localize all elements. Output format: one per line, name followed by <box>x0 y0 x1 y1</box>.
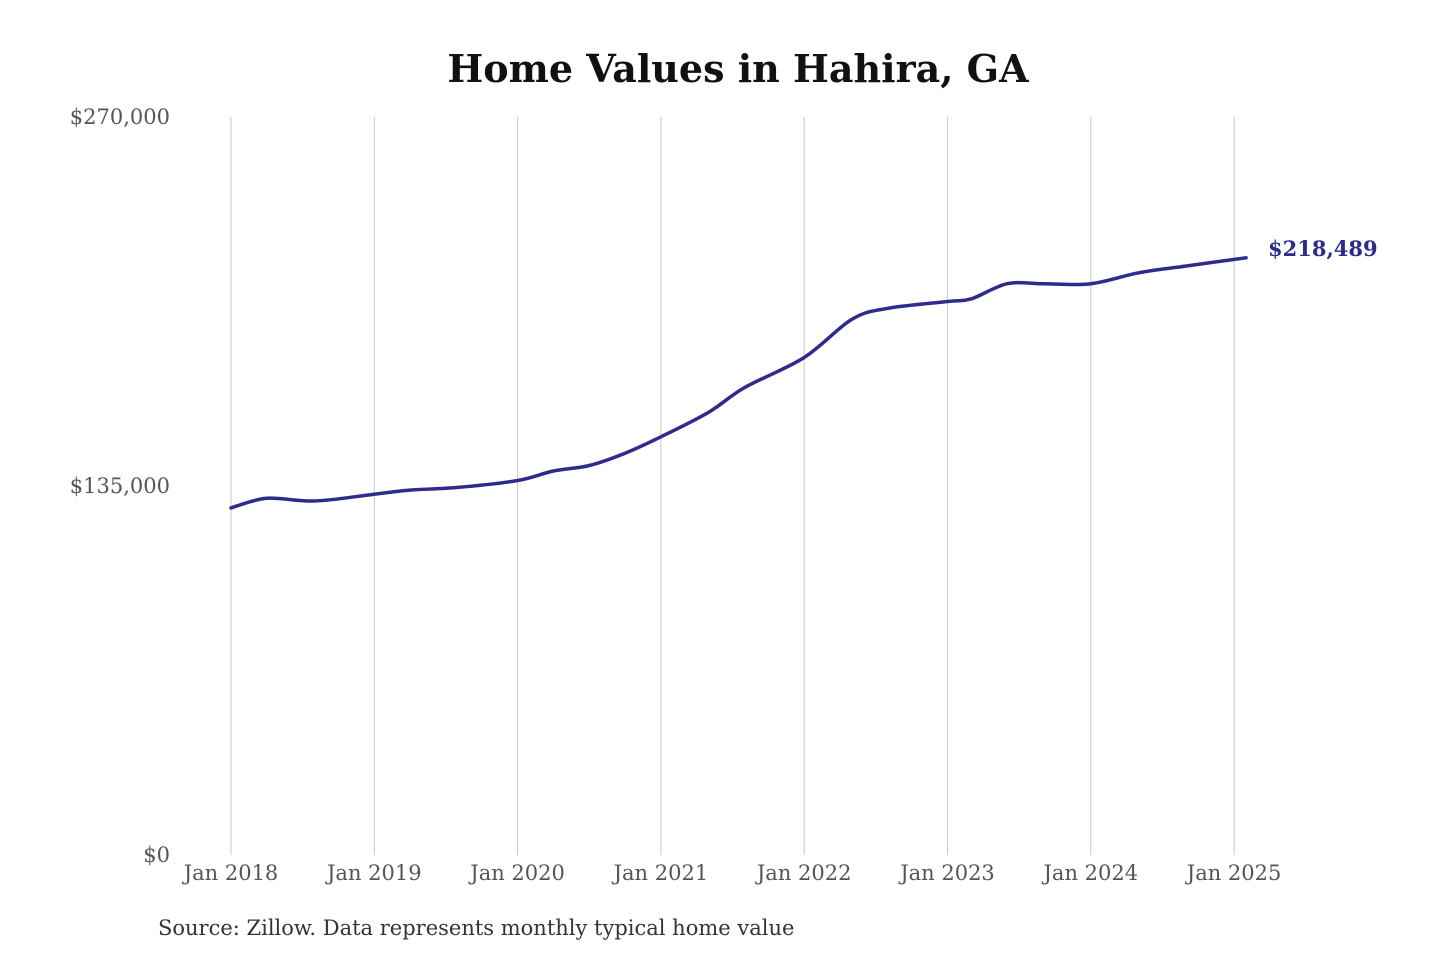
x-tick-label: Jan 2025 <box>1185 861 1282 885</box>
x-tick-label: Jan 2022 <box>755 861 852 885</box>
y-tick-label: $270,000 <box>70 105 170 129</box>
y-tick-label: $135,000 <box>70 474 170 498</box>
x-tick-label: Jan 2024 <box>1042 861 1139 885</box>
chart-title: Home Values in Hahira, GA <box>447 46 1029 91</box>
x-tick-label: Jan 2018 <box>182 861 279 885</box>
x-tick-label: Jan 2023 <box>898 861 995 885</box>
source-note: Source: Zillow. Data represents monthly … <box>158 916 795 940</box>
grid-lines <box>230 117 1235 855</box>
x-tick-label: Jan 2020 <box>468 861 565 885</box>
x-tick-label: Jan 2021 <box>612 861 709 885</box>
x-tick-label: Jan 2019 <box>325 861 422 885</box>
end-value-label: $218,489 <box>1268 236 1378 261</box>
x-axis-ticks: Jan 2018 Jan 2019 Jan 2020 Jan 2021 Jan 2022… <box>182 861 1282 885</box>
y-axis-ticks: $0 $135,000 $270,000 <box>70 105 170 867</box>
y-tick-label: $0 <box>143 843 170 867</box>
series-line-home-value <box>229 256 1248 510</box>
